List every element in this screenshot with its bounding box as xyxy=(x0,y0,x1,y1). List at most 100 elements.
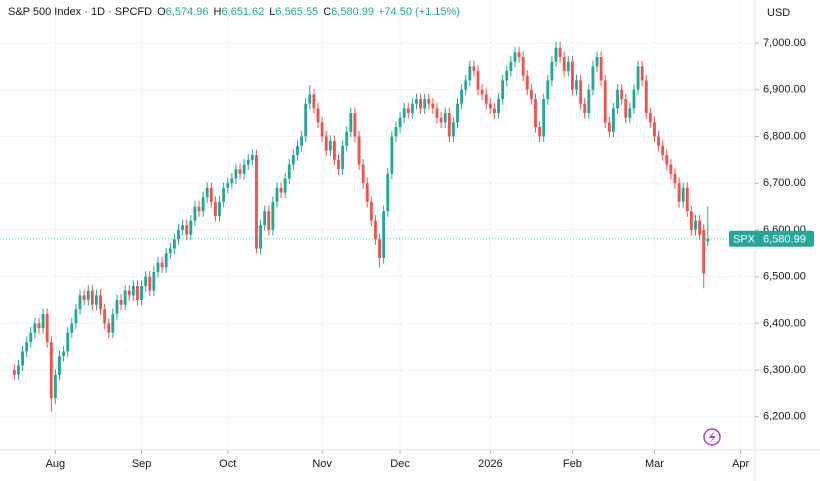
candle-body xyxy=(587,89,591,114)
candle-body xyxy=(94,295,98,305)
candle-body xyxy=(131,285,135,296)
candle-body xyxy=(103,309,107,324)
candle-body xyxy=(111,314,115,333)
candle-body xyxy=(53,374,57,399)
candle-body xyxy=(349,113,353,132)
candle-body xyxy=(665,155,669,165)
candle-body xyxy=(529,89,533,100)
candle-body xyxy=(21,351,25,366)
x-tick-label: Aug xyxy=(46,458,66,470)
candle-body xyxy=(607,122,611,132)
candle-body xyxy=(99,295,102,310)
candle-body xyxy=(542,99,546,137)
last-price-label: 6,580.99 xyxy=(763,234,806,246)
candle-body xyxy=(78,295,82,310)
candle-body xyxy=(353,113,357,137)
candle-body xyxy=(534,99,537,128)
header-h: 6,651.62 xyxy=(221,6,264,18)
candle-body xyxy=(382,211,386,258)
header-l-key: L xyxy=(269,6,275,18)
candle-body xyxy=(378,239,381,258)
candle-body xyxy=(308,94,312,104)
header-o: 6,574.96 xyxy=(166,6,209,18)
candle-body xyxy=(332,141,336,160)
candle-body xyxy=(328,141,332,151)
candle-body xyxy=(525,75,529,90)
candle-body xyxy=(480,89,484,95)
candle-body xyxy=(497,99,500,114)
candle-body xyxy=(156,262,160,272)
candle-body xyxy=(144,276,148,286)
candle-body xyxy=(238,169,242,174)
candle-body xyxy=(12,370,16,375)
candle-body xyxy=(554,47,558,62)
candle-body xyxy=(431,103,435,109)
candle-body xyxy=(644,80,648,114)
candle-body xyxy=(255,155,258,249)
candle-body xyxy=(689,211,693,230)
candle-body xyxy=(566,61,570,72)
candle-body xyxy=(218,201,221,216)
candle-body xyxy=(361,164,365,184)
candle-body xyxy=(287,164,291,179)
candle-body xyxy=(341,145,345,170)
candle-body xyxy=(402,108,406,118)
candle-body xyxy=(107,323,111,333)
candle-body xyxy=(74,309,78,324)
candle-body xyxy=(357,136,361,165)
candle-body xyxy=(205,187,209,198)
candle-body xyxy=(595,57,599,67)
candle-body xyxy=(58,356,61,375)
candle-body xyxy=(119,300,123,305)
y-tick-label: 6,400.00 xyxy=(763,317,806,329)
candle-body xyxy=(415,99,418,104)
candle-body xyxy=(550,61,554,81)
candle-body xyxy=(296,145,299,156)
candle-body xyxy=(447,113,451,137)
candle-body xyxy=(435,108,439,118)
candle-body xyxy=(570,61,574,90)
candle-body xyxy=(677,183,681,202)
candle-body xyxy=(410,103,414,114)
candle-body xyxy=(185,225,189,235)
candle-body xyxy=(369,201,373,221)
candle-body xyxy=(558,47,562,58)
candle-body xyxy=(115,300,119,315)
candle-body xyxy=(201,197,205,212)
candle-body xyxy=(398,117,402,128)
candle-body xyxy=(181,225,185,230)
candle-body xyxy=(681,187,685,202)
candle-body xyxy=(168,248,172,254)
grid xyxy=(0,0,755,450)
candle-body xyxy=(624,99,628,118)
candle-body xyxy=(538,127,542,137)
candle-body xyxy=(394,127,398,137)
candle-body xyxy=(439,117,443,123)
logo-icon xyxy=(703,428,721,446)
candle-body xyxy=(427,99,431,104)
candle-body xyxy=(579,80,583,104)
candle-body xyxy=(616,89,619,109)
candle-body xyxy=(267,211,271,230)
candle-body xyxy=(694,220,697,230)
candle-body xyxy=(657,136,661,146)
candle-body xyxy=(513,52,517,62)
candle-body xyxy=(86,290,90,300)
candle-body xyxy=(562,57,566,72)
candle-body xyxy=(29,332,33,343)
candle-body xyxy=(546,80,550,100)
candle-body xyxy=(250,155,254,160)
candle-body xyxy=(345,131,349,146)
candle-body xyxy=(603,80,607,123)
x-tick-label: Nov xyxy=(312,458,332,470)
candle-body xyxy=(501,80,505,100)
candle-body xyxy=(468,66,472,81)
candle-body xyxy=(337,159,340,170)
candle-body xyxy=(242,164,246,174)
y-tick-label: 6,200.00 xyxy=(763,411,806,423)
candle-body xyxy=(698,220,702,235)
candle-body xyxy=(140,285,143,300)
y-tick-label: 6,800.00 xyxy=(763,130,806,142)
